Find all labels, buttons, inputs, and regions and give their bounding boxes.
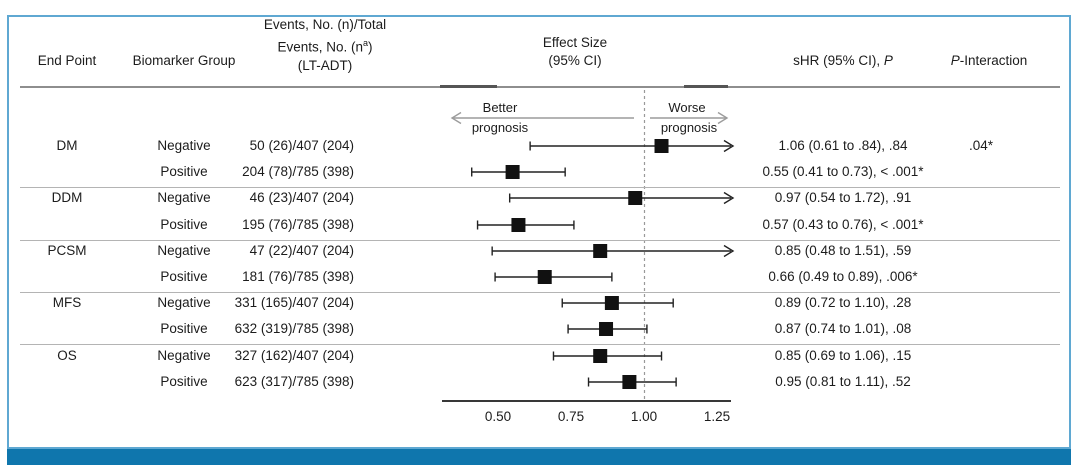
x-tick-label: 1.00	[630, 409, 658, 424]
header-rule-dark-segment	[684, 85, 728, 88]
biomarker-group-cell: Positive	[160, 164, 208, 179]
end-point-cell: MFS	[52, 295, 82, 310]
group-divider	[20, 344, 1060, 345]
shr-value-cell: 0.87 (0.74 to 1.01), .08	[774, 321, 912, 336]
x-tick-label: 0.50	[484, 409, 512, 424]
p-interaction-cell: .04*	[968, 138, 994, 153]
x-tick-label: 1.25	[703, 409, 731, 424]
shr-value-cell: 0.57 (0.43 to 0.76), < .001*	[762, 217, 924, 232]
events-cell: 50 (26)/407 (204)	[249, 138, 354, 153]
italic-p: P	[950, 53, 960, 68]
shr-value-cell: 0.66 (0.49 to 0.89), .006*	[768, 269, 918, 284]
events-cell: 327 (162)/407 (204)	[234, 348, 354, 363]
shr-value-cell: 0.55 (0.41 to 0.73), < .001*	[762, 164, 924, 179]
header-rule	[20, 86, 1060, 88]
shr-value-cell: 0.97 (0.54 to 1.72), .91	[774, 190, 912, 205]
events-header-line2: Events, No. (na)	[277, 38, 373, 55]
footnote-superscript: a	[363, 38, 369, 48]
group-divider	[20, 187, 1060, 188]
biomarker-group-cell: Negative	[157, 295, 211, 310]
effect-size-header-line2: (95% CI)	[548, 53, 602, 68]
shr-value-cell: 0.95 (0.81 to 1.11), .52	[775, 374, 911, 389]
events-cell: 204 (78)/785 (398)	[242, 164, 354, 179]
column-header-end-point: End Point	[37, 53, 97, 68]
events-cell: 632 (319)/785 (398)	[234, 321, 354, 336]
biomarker-group-cell: Positive	[160, 269, 208, 284]
events-cell: 331 (165)/407 (204)	[234, 295, 354, 310]
italic-p: P	[883, 53, 893, 68]
biomarker-group-cell: Negative	[157, 348, 211, 363]
shr-value-cell: 1.06 (0.61 to .84), .84	[778, 138, 908, 153]
events-cell: 181 (76)/785 (398)	[242, 269, 354, 284]
events-cell: 46 (23)/407 (204)	[249, 190, 354, 205]
group-divider	[20, 292, 1060, 293]
shr-value-cell: 0.89 (0.72 to 1.10), .28	[774, 295, 912, 310]
events-cell: 47 (22)/407 (204)	[249, 243, 354, 258]
events-cell: 623 (317)/785 (398)	[234, 374, 354, 389]
biomarker-group-cell: Positive	[160, 374, 208, 389]
biomarker-group-cell: Positive	[160, 217, 208, 232]
column-header-p-interaction: P-Interaction	[950, 53, 1028, 68]
end-point-cell: OS	[57, 348, 77, 363]
end-point-cell: PCSM	[47, 243, 87, 258]
biomarker-group-cell: Positive	[160, 321, 208, 336]
column-header-effect-size: Effect Size (95% CI)	[515, 34, 635, 70]
shr-value-cell: 0.85 (0.69 to 1.06), .15	[774, 348, 912, 363]
figure-footer-bar	[7, 449, 1071, 465]
end-point-cell: DM	[56, 138, 78, 153]
worse-prognosis-label-line2: prognosis	[660, 120, 718, 135]
group-divider	[20, 240, 1060, 241]
better-prognosis-label-line2: prognosis	[471, 120, 529, 135]
header-rule-dark-segment	[440, 85, 497, 88]
column-header-events: Events, No. (n)/Total Events, No. (na) (…	[245, 16, 405, 75]
events-cell: 195 (76)/785 (398)	[242, 217, 354, 232]
worse-prognosis-label-line1: Worse	[668, 100, 706, 115]
x-tick-label: 0.75	[557, 409, 585, 424]
events-header-line3: (LT-ADT)	[297, 57, 353, 73]
biomarker-group-cell: Negative	[157, 243, 211, 258]
better-prognosis-label-line1: Better	[482, 100, 518, 115]
column-header-biomarker-group: Biomarker Group	[132, 53, 236, 68]
events-header-line1: Events, No. (n)/Total	[263, 17, 387, 32]
column-header-shr: sHR (95% CI), P	[793, 53, 893, 68]
effect-size-header-line1: Effect Size	[542, 35, 608, 50]
shr-value-cell: 0.85 (0.48 to 1.51), .59	[774, 243, 912, 258]
figure-border	[7, 15, 1071, 449]
biomarker-group-cell: Negative	[157, 138, 211, 153]
end-point-cell: DDM	[51, 190, 83, 205]
biomarker-group-cell: Negative	[157, 190, 211, 205]
